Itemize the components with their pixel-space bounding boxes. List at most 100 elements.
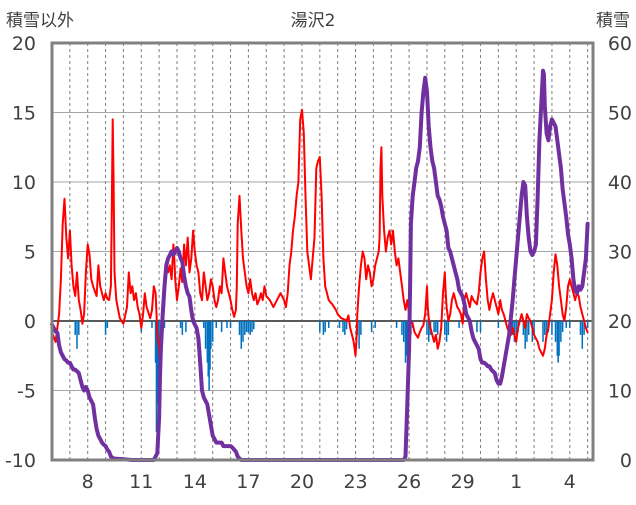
precipitation-bar <box>151 321 153 328</box>
precipitation-bar <box>405 321 408 356</box>
x-tick-label: 17 <box>236 471 260 493</box>
left-tick-label: 10 <box>12 172 36 194</box>
precipitation-bar <box>544 321 546 335</box>
left-axis: 20 15 10 5 0 -5 -10 <box>5 33 36 472</box>
precipitation-bar <box>402 321 405 342</box>
precipitation-bar <box>240 321 243 349</box>
precipitation-bar <box>206 321 209 363</box>
precipitation-bar <box>515 321 517 335</box>
precipitation-bar <box>345 321 348 330</box>
precipitation-bar <box>344 321 346 335</box>
precipitation-bar <box>226 321 228 328</box>
precipitation-bar <box>526 321 528 342</box>
precipitation-bar <box>497 321 500 328</box>
right-axis: 60 50 40 30 20 10 0 <box>608 33 632 472</box>
precipitation-bar <box>533 321 535 335</box>
precipitation-bar <box>560 321 562 342</box>
precipitation-bar <box>447 321 450 335</box>
precipitation-bar <box>207 321 209 377</box>
precipitation-bar <box>229 321 232 328</box>
right-tick-label: 10 <box>608 381 632 403</box>
precipitation-bar <box>106 321 109 328</box>
right-axis-label: 積雪 <box>596 11 630 31</box>
precipitation-bar <box>445 321 448 342</box>
precipitation-bar <box>204 321 207 349</box>
precipitation-bar <box>458 321 460 328</box>
precipitation-bar <box>522 321 525 335</box>
precipitation-bar <box>209 321 211 370</box>
precipitation-bar <box>427 321 430 342</box>
left-tick-label: 20 <box>12 33 36 55</box>
right-tick-label: 20 <box>608 311 632 333</box>
precipitation-bar <box>556 321 559 356</box>
precipitation-bar <box>565 321 567 328</box>
left-tick-label: 15 <box>12 103 36 125</box>
right-tick-label: 50 <box>608 103 632 125</box>
precipitation-bar <box>155 321 158 433</box>
precipitation-bar <box>569 321 571 328</box>
precipitation-bar <box>561 321 564 333</box>
precipitation-bar <box>433 321 435 333</box>
precipitation-bar <box>401 321 403 335</box>
precipitation-bar <box>404 321 407 363</box>
precipitation-bar <box>524 321 526 349</box>
precipitation-bar <box>586 321 589 328</box>
precipitation-bar <box>579 321 582 335</box>
precipitation-bar <box>358 321 360 349</box>
precipitation-bar <box>244 321 246 335</box>
precipitation-bar <box>545 321 548 335</box>
series-lines <box>50 68 590 462</box>
left-tick-label: 5 <box>24 242 36 264</box>
precipitation-bar <box>444 321 446 335</box>
x-tick-label: 29 <box>451 471 475 493</box>
precipitation-bar <box>551 321 553 335</box>
x-tick-label: 11 <box>129 471 153 493</box>
precipitation-bar <box>76 321 78 349</box>
precipitation-bar <box>338 321 341 328</box>
precipitation-bar <box>558 321 560 356</box>
x-tick-label: 23 <box>343 471 367 493</box>
right-tick-label: 30 <box>608 242 632 264</box>
precipitation-bar <box>251 321 253 333</box>
precipitation-bar <box>426 321 428 335</box>
precipitation-bar <box>210 321 212 349</box>
precipitation-bar <box>215 321 218 328</box>
precipitation-bar <box>154 321 157 363</box>
x-tick-label: 14 <box>183 471 207 493</box>
precipitation-bar <box>238 321 241 335</box>
left-tick-label: 0 <box>24 311 36 333</box>
precipitation-bar <box>322 321 325 335</box>
plot-frame <box>50 41 595 462</box>
precipitation-bar <box>247 321 250 333</box>
precipitation-bar <box>249 321 251 335</box>
precipitation-bar <box>253 321 255 330</box>
precipitation-bar <box>211 321 214 342</box>
right-tick-label: 60 <box>608 33 632 55</box>
precipitation-bar <box>542 321 544 342</box>
precipitation-bar <box>374 321 376 328</box>
precipitation-bar <box>395 321 398 328</box>
precipitation-bar <box>581 321 584 349</box>
plot-border <box>50 41 595 462</box>
precipitation-bar <box>220 321 223 333</box>
precipitation-bar <box>327 321 330 328</box>
precipitation-bars <box>74 321 589 433</box>
precipitation-bar <box>181 321 184 335</box>
precipitation-bar <box>342 321 344 333</box>
x-tick-label: 26 <box>397 471 421 493</box>
precipitation-bar <box>583 321 585 335</box>
x-tick-label: 8 <box>82 471 94 493</box>
precipitation-bar <box>436 321 439 335</box>
temperature-line <box>51 108 589 378</box>
precipitation-bar <box>406 321 409 349</box>
precipitation-bar <box>245 321 248 333</box>
precipitation-bar <box>242 321 244 342</box>
x-tick-label: 4 <box>564 471 576 493</box>
right-tick-label: 0 <box>620 450 632 472</box>
precipitation-bar <box>476 321 478 333</box>
precipitation-bar <box>435 321 437 333</box>
precipitation-bar <box>370 321 373 333</box>
left-axis-label: 積雪以外 <box>6 11 74 31</box>
